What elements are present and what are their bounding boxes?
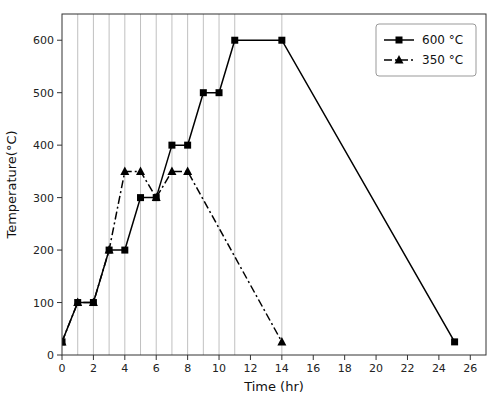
y-tick bbox=[57, 197, 62, 198]
reference-line bbox=[281, 14, 282, 355]
point bbox=[277, 337, 286, 346]
x-tick-label: 22 bbox=[400, 362, 414, 375]
point bbox=[136, 166, 145, 175]
y-tick-label: 300 bbox=[33, 192, 54, 205]
x-tick-label: 4 bbox=[121, 362, 128, 375]
x-tick bbox=[281, 355, 282, 360]
y-tick bbox=[57, 250, 62, 251]
x-tick-label: 6 bbox=[153, 362, 160, 375]
x-tick bbox=[407, 355, 408, 360]
legend-marker bbox=[395, 55, 404, 64]
x-tick-label: 0 bbox=[59, 362, 66, 375]
line bbox=[62, 171, 282, 342]
point bbox=[89, 298, 98, 307]
x-tick-label: 2 bbox=[90, 362, 97, 375]
x-tick bbox=[156, 355, 157, 360]
series bbox=[62, 166, 286, 345]
x-tick bbox=[62, 355, 63, 360]
x-tick bbox=[344, 355, 345, 360]
y-tick-label: 600 bbox=[33, 34, 54, 47]
x-tick bbox=[376, 355, 377, 360]
legend: 600 °C 350 °C bbox=[376, 24, 476, 76]
point bbox=[168, 142, 175, 149]
series bbox=[62, 37, 458, 346]
reference-line bbox=[140, 14, 141, 355]
x-tick-label: 24 bbox=[432, 362, 446, 375]
x-tick bbox=[219, 355, 220, 360]
x-tick bbox=[470, 355, 471, 360]
x-tick-label: 8 bbox=[184, 362, 191, 375]
y-tick bbox=[57, 40, 62, 41]
reference-line bbox=[234, 14, 235, 355]
x-tick bbox=[187, 355, 188, 360]
line bbox=[62, 40, 455, 342]
point bbox=[278, 37, 285, 44]
y-axis-label: Temperature(°C) bbox=[4, 130, 19, 239]
x-tick bbox=[313, 355, 314, 360]
y-tick bbox=[57, 355, 62, 356]
x-axis-label: Time (hr) bbox=[243, 379, 304, 394]
y-tick bbox=[57, 145, 62, 146]
legend-frame bbox=[376, 24, 476, 76]
reference-line bbox=[203, 14, 204, 355]
point bbox=[183, 166, 192, 175]
x-tick bbox=[250, 355, 251, 360]
x-tick-label: 18 bbox=[338, 362, 352, 375]
axes: 0246810121416182022242601002003004005006… bbox=[33, 34, 477, 375]
reference-line bbox=[156, 14, 157, 355]
point bbox=[216, 89, 223, 96]
point bbox=[137, 194, 144, 201]
point bbox=[451, 338, 458, 345]
y-tick-label: 0 bbox=[47, 349, 54, 362]
reference-line bbox=[171, 14, 172, 355]
y-tick bbox=[57, 92, 62, 93]
point bbox=[152, 193, 161, 202]
point bbox=[167, 166, 176, 175]
point bbox=[105, 245, 114, 254]
point bbox=[184, 142, 191, 149]
x-tick-label: 16 bbox=[306, 362, 320, 375]
y-tick-label: 200 bbox=[33, 244, 54, 257]
chart: 0246810121416182022242601002003004005006… bbox=[0, 0, 500, 401]
point bbox=[121, 247, 128, 254]
point bbox=[120, 166, 129, 175]
plot-frame bbox=[62, 14, 486, 355]
y-tick-label: 500 bbox=[33, 87, 54, 100]
x-tick bbox=[438, 355, 439, 360]
reference-line bbox=[187, 14, 188, 355]
point bbox=[62, 337, 67, 346]
x-tick bbox=[124, 355, 125, 360]
x-tick-label: 12 bbox=[243, 362, 257, 375]
y-tick-label: 100 bbox=[33, 297, 54, 310]
point bbox=[200, 89, 207, 96]
point bbox=[73, 298, 82, 307]
reference-line bbox=[109, 14, 110, 355]
reference-line bbox=[124, 14, 125, 355]
reference-line bbox=[219, 14, 220, 355]
y-tick-label: 400 bbox=[33, 139, 54, 152]
x-tick-label: 20 bbox=[369, 362, 383, 375]
x-tick-label: 10 bbox=[212, 362, 226, 375]
x-tick bbox=[93, 355, 94, 360]
legend-label: 600 °C bbox=[422, 33, 463, 47]
y-tick bbox=[57, 302, 62, 303]
point bbox=[231, 37, 238, 44]
x-tick-label: 14 bbox=[275, 362, 289, 375]
legend-label: 350 °C bbox=[422, 53, 463, 67]
legend-marker bbox=[396, 37, 403, 44]
x-tick-label: 26 bbox=[463, 362, 477, 375]
